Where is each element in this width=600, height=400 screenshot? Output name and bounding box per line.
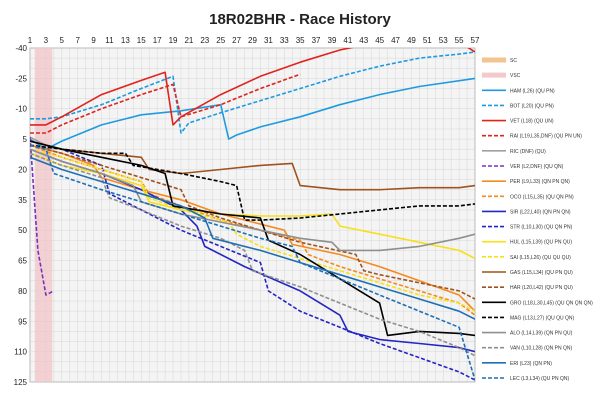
y-tick-label: 95 — [18, 317, 27, 326]
legend-entry-label: STR (L10,L30) (QU QN PN) — [510, 225, 573, 231]
series-line — [30, 148, 475, 252]
x-tick-label: 39 — [328, 36, 337, 45]
legend-entry-label: SC — [510, 58, 517, 64]
legend-entry-label: HAR (L20,L42) (QU PN QU) — [510, 285, 573, 291]
x-tick-label: 9 — [91, 36, 96, 45]
x-tick-label: 21 — [184, 36, 193, 45]
legend: SC VSC HAM (L26) (QU PN) BOT (L20) (QU PN) V… — [482, 57, 593, 382]
series-line — [30, 48, 475, 126]
x-tick-label: 49 — [407, 36, 416, 45]
legend-entry-label: GRO (L18,L30,L45) (QU QN QN QN) — [510, 300, 593, 306]
y-tick-label: 65 — [18, 257, 27, 266]
series-line — [30, 77, 475, 150]
legend-entry-label: ALO (L14,L39) (QN PN QU) — [510, 331, 573, 337]
legend-entry-label: SIR (L22,L40) (QN PN QN) — [510, 209, 571, 215]
series-lines — [30, 48, 475, 381]
series-line — [30, 73, 301, 134]
legend-entry-label: SAI (L15,L26) (QU QU QU) — [510, 255, 571, 261]
x-tick-label: 55 — [455, 36, 464, 45]
legend-entry-label: VET (L18) (QU UN) — [510, 119, 554, 125]
legend-entry-label: OCO (L15,L35) (QU QN PN) — [510, 194, 574, 200]
x-tick-label: 19 — [169, 36, 178, 45]
legend-entry-label: RAI (L19,L35,DNF) (QU PN UN) — [510, 134, 582, 140]
x-tick-label: 33 — [280, 36, 289, 45]
y-tick-label: 110 — [14, 348, 27, 357]
legend-entry-label: ERI (L23) (QN PN) — [510, 361, 552, 367]
series-line — [30, 148, 475, 312]
x-tick-label: 25 — [216, 36, 225, 45]
chart-title: 18R02BHR - Race History — [209, 11, 391, 28]
x-tick-label: 7 — [75, 36, 80, 45]
x-tick-label: 47 — [391, 36, 400, 45]
legend-entry-label: PER (L9,L33) (QN PN QN) — [510, 179, 570, 185]
x-tick-label: 3 — [44, 36, 49, 45]
x-tick-label: 17 — [153, 36, 162, 45]
series-line — [30, 137, 55, 296]
y-tick-label: -25 — [15, 74, 27, 83]
series-line — [30, 140, 475, 191]
legend-entry-label: GAS (L15,L34) (QU PN QU) — [510, 270, 573, 276]
x-tick-label: 35 — [296, 36, 305, 45]
x-tick-label: 23 — [200, 36, 209, 45]
legend-entry-label: HUL (L15,L39) (QU PN QU) — [510, 240, 572, 246]
legend-entry-label: HAM (L26) (QU PN) — [510, 88, 555, 94]
legend-entry-label: LEC (L3,L34) (QU PN QN) — [510, 376, 570, 382]
grid-lines — [29, 47, 476, 383]
x-tick-label: 29 — [248, 36, 257, 45]
series-line — [30, 144, 475, 381]
x-tick-label: 53 — [439, 36, 448, 45]
series-line — [30, 156, 475, 320]
series-line — [30, 51, 475, 134]
x-tick-label: 43 — [359, 36, 368, 45]
series-line — [30, 152, 475, 357]
legend-entry-label: VAN (L10,L28) (QN PN QN) — [510, 346, 572, 352]
legend-entry-label: RIC (DNF) (QU) — [510, 149, 546, 155]
sc-shaded-band — [34, 48, 53, 382]
x-tick-label: 41 — [343, 36, 352, 45]
legend-entry-label: VER (L2,DNF) (QU QN) — [510, 164, 564, 170]
y-tick-label: 35 — [18, 196, 27, 205]
x-tick-label: 1 — [28, 36, 33, 45]
series-line — [30, 152, 475, 260]
y-tick-label: 50 — [18, 226, 27, 235]
x-tick-label: 5 — [60, 36, 65, 45]
x-tick-label: 11 — [105, 36, 114, 45]
x-tick-label: 45 — [375, 36, 384, 45]
x-tick-label: 57 — [471, 36, 480, 45]
series-line — [30, 140, 475, 337]
x-tick-label: 37 — [312, 36, 321, 45]
y-tick-label: -40 — [15, 44, 27, 53]
legend-entry-label: VSC — [510, 73, 521, 79]
y-tick-label: 80 — [18, 287, 27, 296]
y-tick-label: -10 — [15, 105, 27, 114]
x-tick-label: 15 — [137, 36, 146, 45]
y-tick-label: 20 — [18, 165, 27, 174]
x-tick-label: 13 — [121, 36, 130, 45]
legend-entry-label: MAG (L13,L27) (QU QU QN) — [510, 315, 575, 321]
x-tick-label: 51 — [423, 36, 432, 45]
series-line — [30, 144, 475, 300]
y-tick-label: 5 — [23, 135, 28, 144]
x-tick-label: 31 — [264, 36, 273, 45]
legend-entry-label: BOT (L20) (QU PN) — [510, 103, 554, 109]
y-tick-label: 125 — [14, 378, 28, 387]
plot-area: 1 3 5 7 9 11 13 15 17 19 21 23 25 27 29 31 33 35 37 39 41 43 4… — [14, 36, 480, 387]
x-tick-label: 27 — [232, 36, 241, 45]
